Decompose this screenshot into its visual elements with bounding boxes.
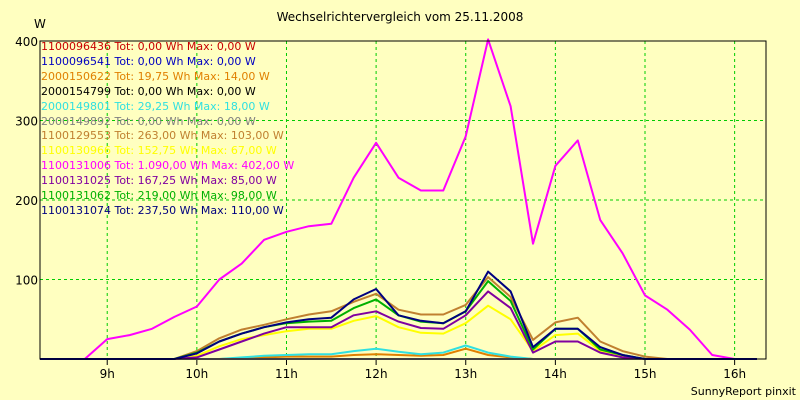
y-axis-unit-label: W [34,17,46,31]
chart-title: Wechselrichtervergleich vom 25.11.2008 [276,10,524,24]
legend-entry-1100131006: 1100131006 Tot: 1.090,00 Wh Max: 402,00 … [41,159,295,173]
legend-entry-2000154799: 2000154799 Tot: 0,00 Wh Max: 0,00 W [41,84,256,98]
x-tick-label: 15h [634,367,657,381]
legend-entry-1100130966: 1100130966 Tot: 152,75 Wh Max: 67,00 W [41,144,277,158]
series-line-1100131006 [40,38,757,360]
legend-entry-1100096541: 1100096541 Tot: 0,00 Wh Max: 0,00 W [41,54,256,68]
legend-entry-1100096436: 1100096436 Tot: 0,00 Wh Max: 0,00 W [41,40,256,53]
legend-entry-1100131025: 1100131025 Tot: 167,25 Wh Max: 85,00 W [41,174,277,188]
legend-entry-1100129553: 1100129553 Tot: 263,00 Wh Max: 103,00 W [41,129,284,143]
legend: 1100096436 Tot: 0,00 Wh Max: 0,00 W 11000… [41,40,294,219]
x-tick-label: 12h [365,367,388,381]
legend-entry-2000150622: 2000150622 Tot: 19,75 Wh Max: 14,00 W [41,69,270,83]
y-tick-label: 100 [15,274,38,288]
x-tick-label: 9h [100,367,115,381]
footer-credit: SunnyReport pinxit [690,385,796,398]
x-tick-label: 14h [544,367,567,381]
y-tick-label: 200 [15,194,38,208]
y-tick-label: 300 [15,115,38,129]
legend-entry-1100131062: 1100131062 Tot: 219,00 Wh Max: 98,00 W [41,189,277,203]
plot-border [39,40,767,360]
x-tick-label: 13h [454,367,477,381]
series-line-1100131074 [40,270,757,360]
legend-entry-1100131074: 1100131074 Tot: 237,50 Wh Max: 110,00 W [41,203,284,217]
x-tick-label: 10h [185,367,208,381]
legend-entry-2000149892: 2000149892 Tot: 0,00 Wh Max: 0,00 W [41,114,256,128]
x-tick-label: 16h [723,367,746,381]
legend-entry-2000149801: 2000149801 Tot: 29,25 Wh Max: 18,00 W [41,99,270,113]
y-tick-label: 400 [15,35,38,49]
x-tick-label: 11h [275,367,298,381]
